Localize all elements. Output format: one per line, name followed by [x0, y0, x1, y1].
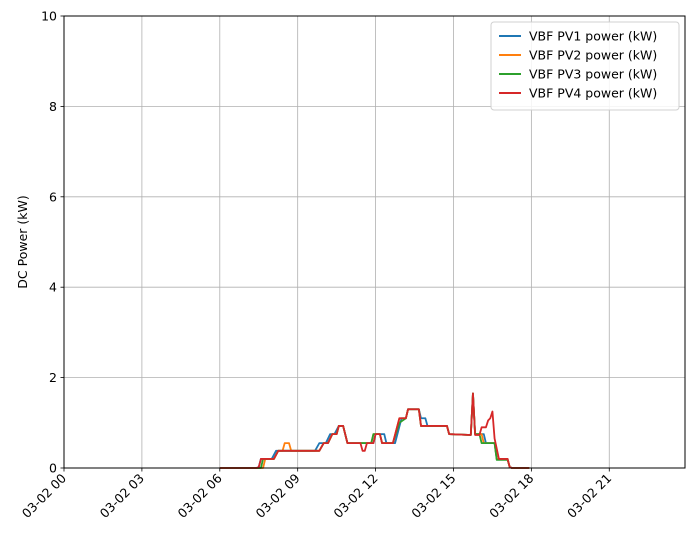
legend: VBF PV1 power (kW) VBF PV2 power (kW) VBF …: [490, 21, 680, 111]
y-tick-label: 6: [49, 189, 57, 204]
series-lines: [219, 392, 530, 469]
legend-label: VBF PV1 power (kW): [529, 29, 657, 44]
legend-label: VBF PV4 power (kW): [529, 86, 657, 101]
y-axis-label: DC Power (kW): [15, 195, 30, 288]
legend-label: VBF PV3 power (kW): [529, 67, 657, 82]
y-tick-label: 8: [49, 99, 57, 114]
plot-frame: [63, 15, 686, 469]
series-line-pv4: [219, 392, 530, 469]
y-tick-label: 0: [49, 461, 57, 476]
legend-box: [490, 21, 680, 111]
legend-label: VBF PV2 power (kW): [529, 48, 657, 63]
y-tick-label: 2: [49, 370, 57, 385]
y-tick-label: 10: [41, 9, 57, 24]
y-tick-label: 4: [49, 280, 57, 295]
